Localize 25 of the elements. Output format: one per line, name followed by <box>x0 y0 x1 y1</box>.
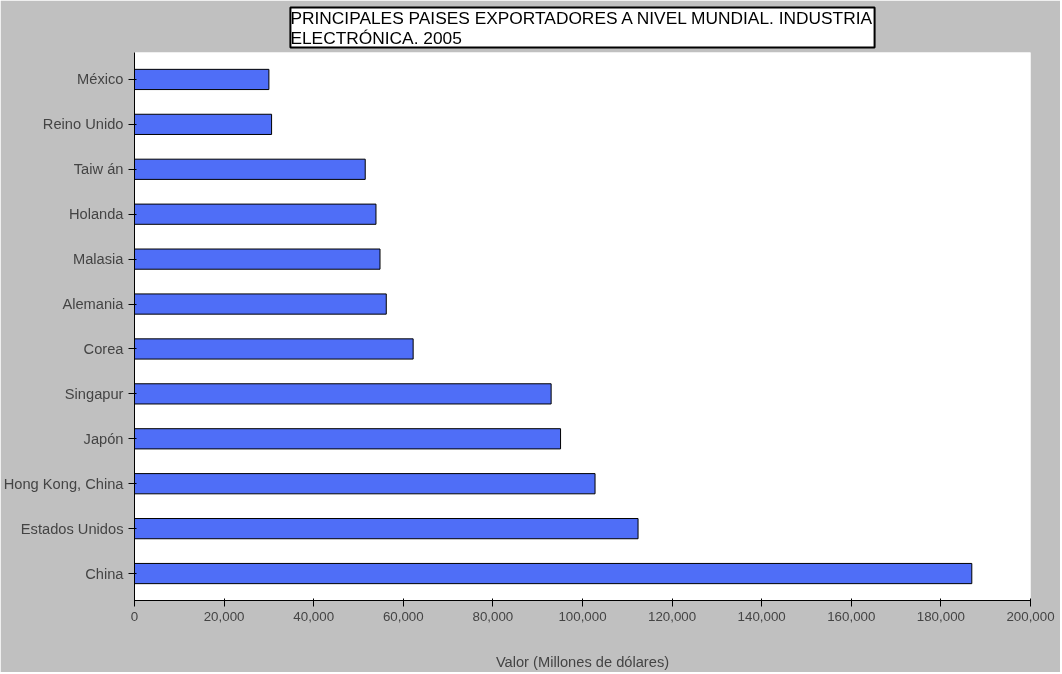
y-tick-label: Taiw án <box>73 161 124 178</box>
x-tick-label: 60,000 <box>382 608 424 624</box>
y-tick-label: Singapur <box>64 385 124 402</box>
x-tick-label: 120,000 <box>648 608 697 624</box>
y-tick-label: Hong Kong, China <box>3 475 125 492</box>
x-tick-label: 200,000 <box>1006 608 1055 624</box>
x-tick-label: 20,000 <box>203 608 245 624</box>
y-tick-label: Alemania <box>62 296 125 313</box>
x-tick-label: 100,000 <box>558 608 607 624</box>
x-axis-title: Valor (Millones de dólares) <box>495 653 670 670</box>
chart-title: PRINCIPALES PAISES EXPORTADORES A NIVEL MUNDIAL. INDUSTRIA ELECTRÓNICA. 2005 <box>290 7 873 48</box>
y-tick-label: Holanda <box>68 206 125 223</box>
y-tick-label: Estados Unidos <box>20 520 124 537</box>
y-tick-label: Malasia <box>73 251 125 268</box>
y-tick-label: Corea <box>83 340 125 357</box>
y-tick-label: China <box>85 565 125 582</box>
x-tick-label: 180,000 <box>916 608 965 624</box>
y-tick-label: Reino Unido <box>42 116 124 133</box>
x-tick-label: 140,000 <box>737 608 786 624</box>
x-tick-label: 40,000 <box>293 608 335 624</box>
x-tick-label: 160,000 <box>827 608 876 624</box>
x-tick-label: 0 <box>130 608 139 624</box>
x-tick-label: 80,000 <box>472 608 514 624</box>
y-tick-label: México <box>77 71 124 88</box>
y-tick-label: Japón <box>83 430 124 447</box>
